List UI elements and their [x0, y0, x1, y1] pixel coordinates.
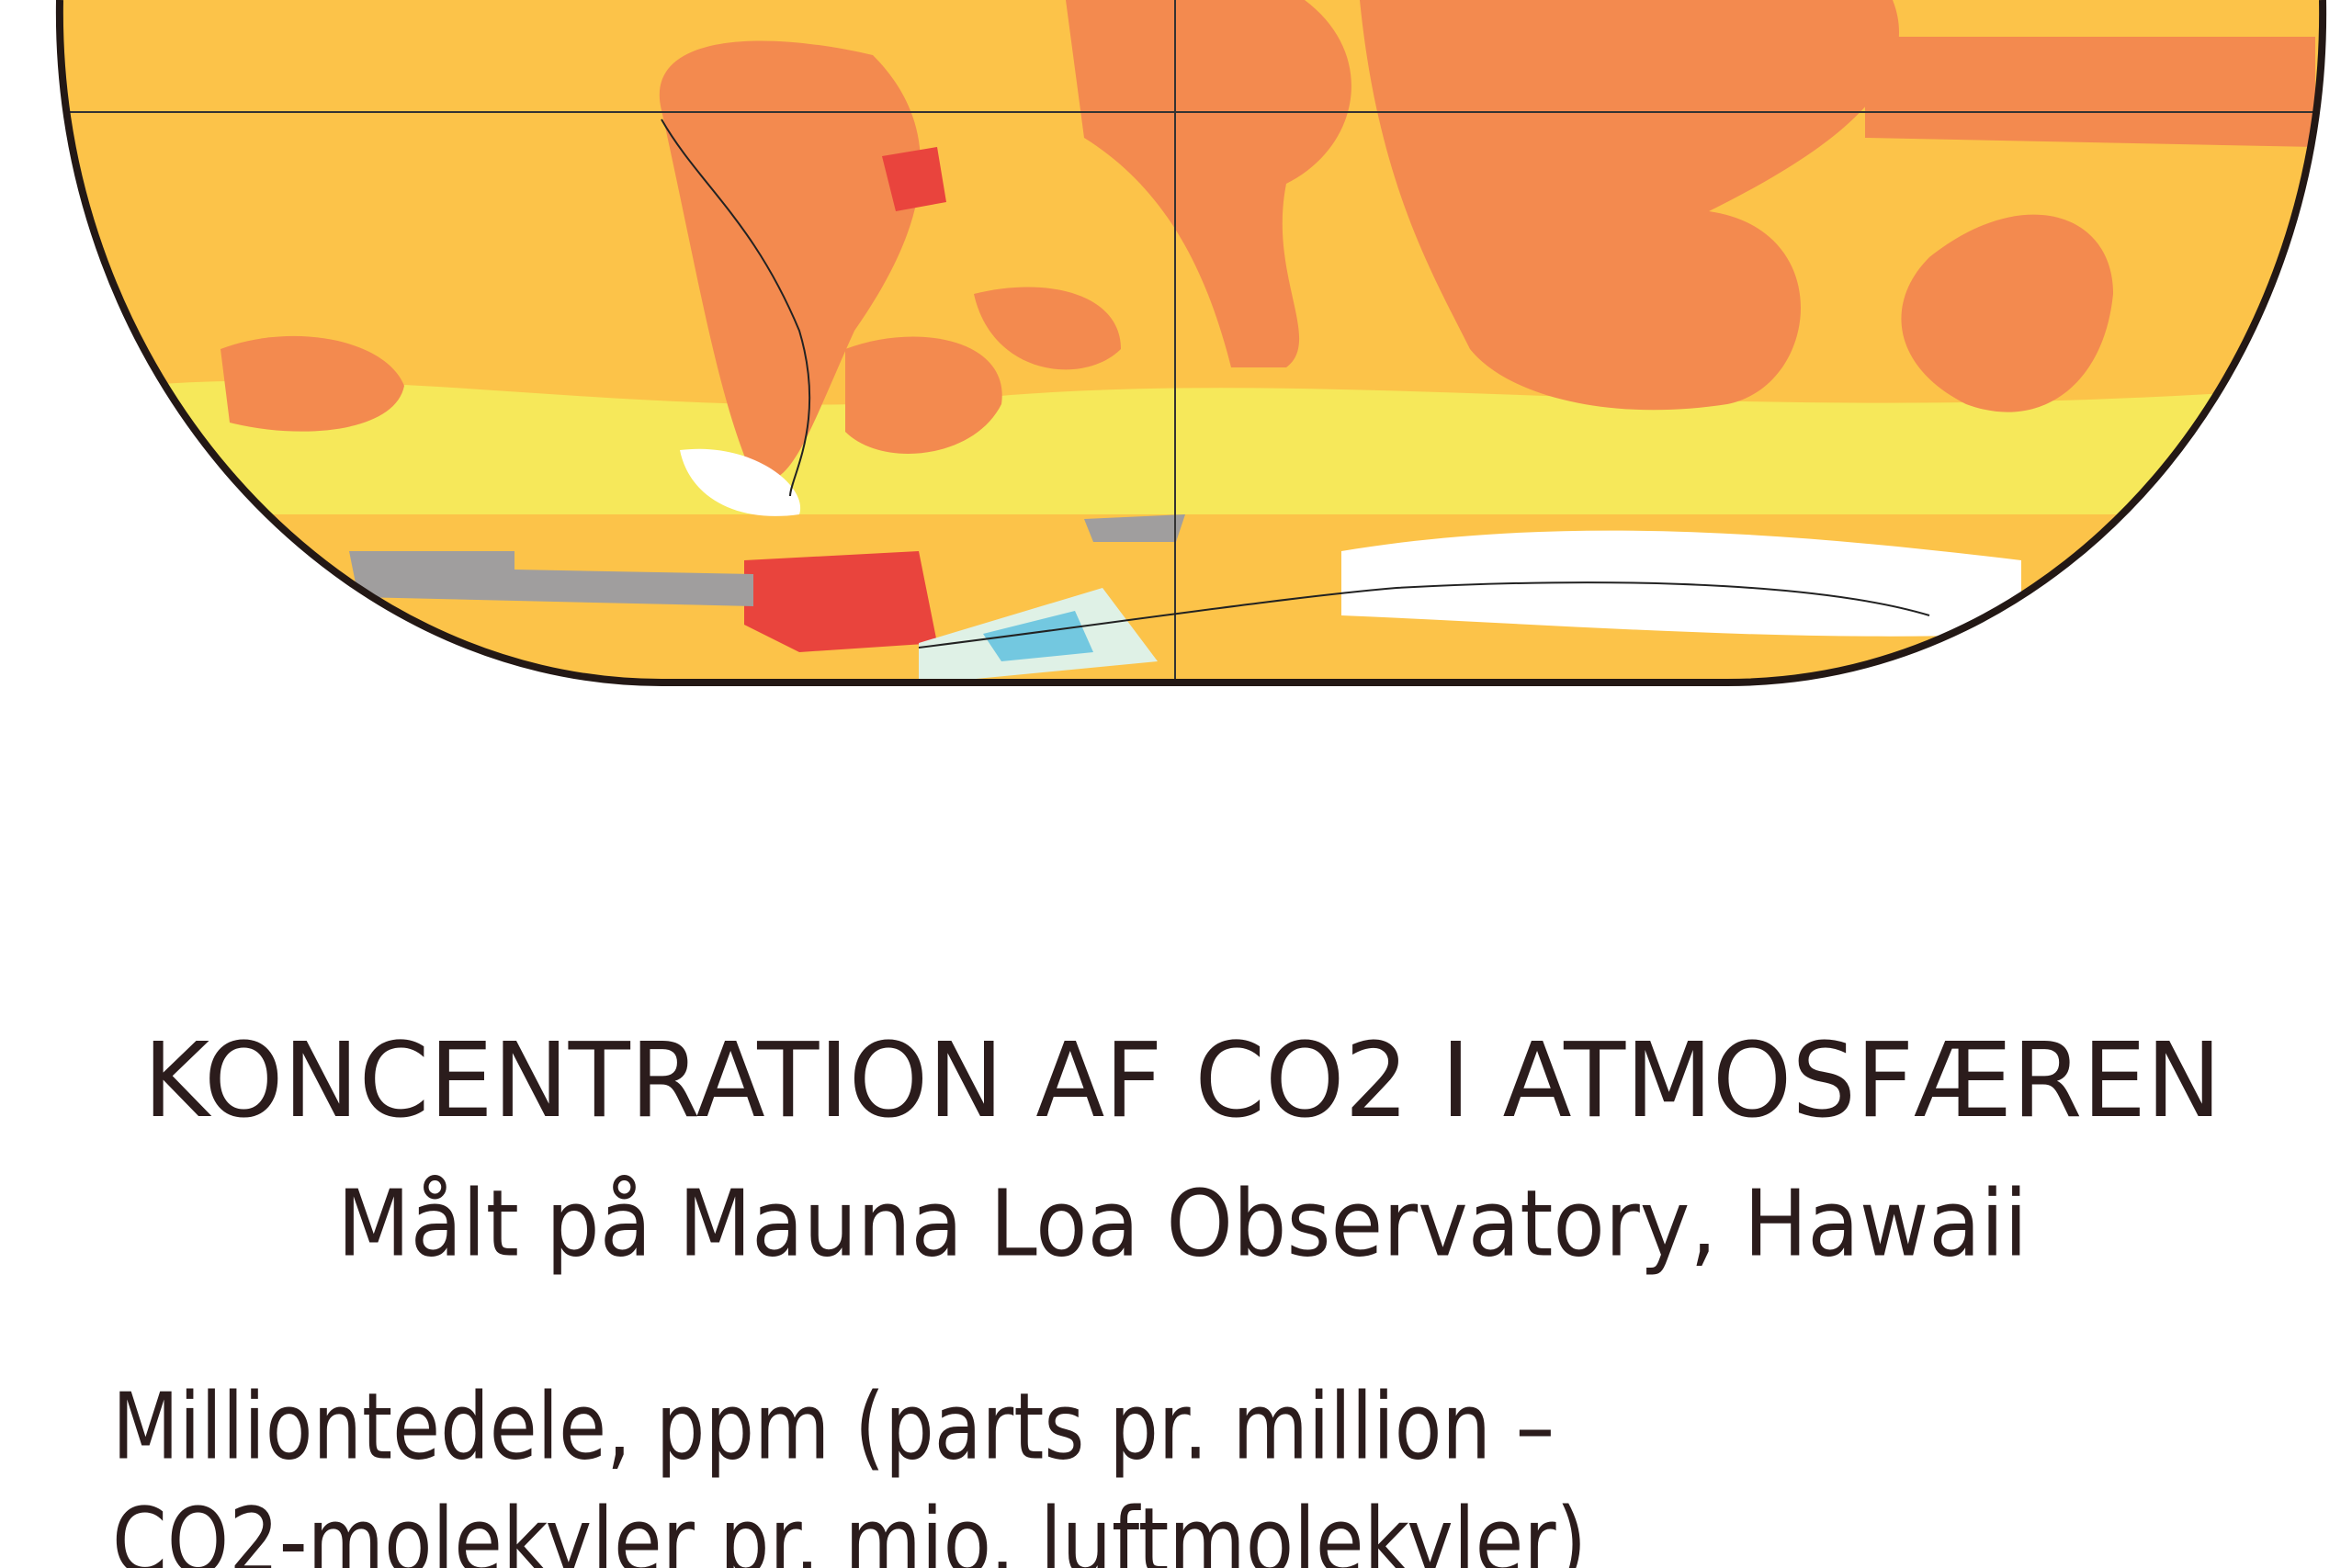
subtitle: Målt på Mauna Loa Observatory, Hawaii	[337, 1169, 2028, 1277]
title: KONCENTRATION AF CO2 I ATMOSFÆREN	[143, 1021, 2222, 1141]
map-outline	[55, 0, 2327, 686]
temperature-map	[59, 0, 2324, 682]
description-line: CO2-molekyler pr. mio. luftmolekyler)	[112, 1487, 1587, 1568]
description-line: Milliontedele, ppm (parts pr. million –	[112, 1372, 1555, 1480]
